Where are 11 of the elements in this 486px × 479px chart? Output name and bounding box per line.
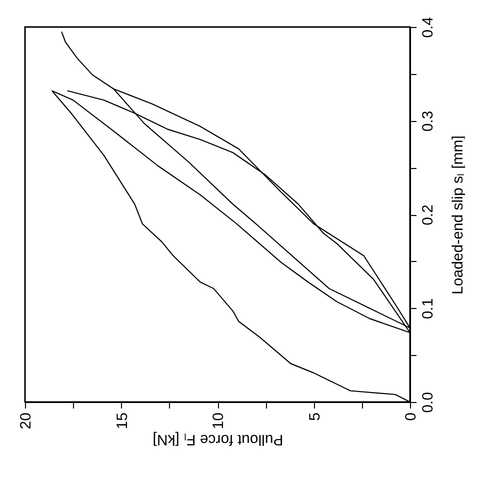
x-axis-title: Pullout force Fₗ [kN] bbox=[152, 431, 284, 448]
y-tick-label: 0.4 bbox=[420, 17, 436, 38]
x-tick-label: 5 bbox=[306, 412, 324, 421]
x-tick-label: 20 bbox=[18, 412, 34, 430]
x-tick-label: 10 bbox=[210, 412, 227, 430]
y-tick-label: 0.3 bbox=[420, 110, 436, 132]
x-tick-label: 0 bbox=[402, 412, 420, 421]
y-tick-label: 0.0 bbox=[420, 392, 436, 413]
y-tick-label: 0.2 bbox=[420, 204, 436, 226]
x-tick-label: 15 bbox=[114, 412, 131, 430]
y-tick-label: 0.1 bbox=[420, 298, 436, 320]
